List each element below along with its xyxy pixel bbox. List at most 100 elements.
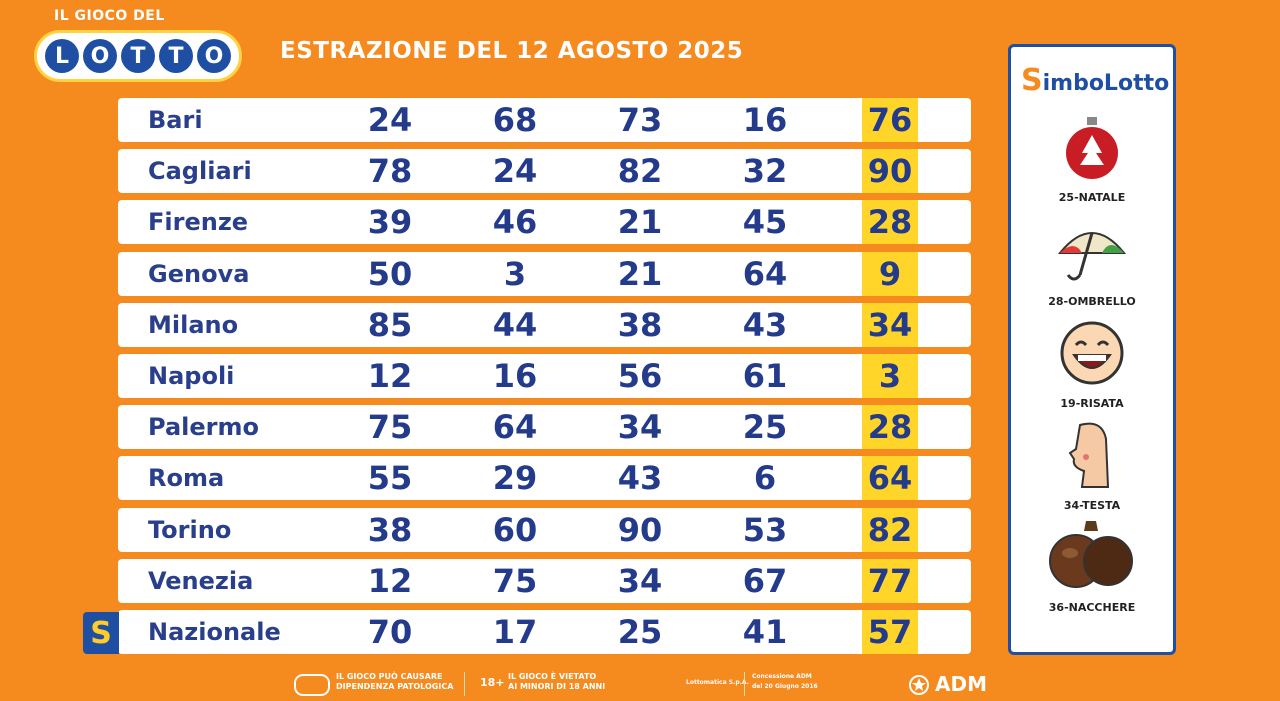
simbolotto-title-rest: imboLotto [1042,71,1170,96]
page-title: ESTRAZIONE DEL 12 AGOSTO 2025 [280,38,744,64]
drawn-number: 75 [492,561,538,600]
drawn-number: 25 [617,612,663,651]
drawn-number: 41 [742,612,788,651]
drawn-number: 34 [617,561,663,600]
drawn-number: 38 [617,305,663,344]
drawn-number: 17 [492,612,538,651]
italian-emblem-icon [909,675,929,695]
drawn-number: 64 [742,254,788,293]
laughing-face-icon [1060,321,1124,385]
table-row: Bari 24 68 73 16 76 [118,98,971,142]
city-name: Nazionale [148,617,281,646]
city-name: Roma [148,464,225,493]
head-icon [1068,422,1110,488]
operator-name: Lottomatica S.p.A. [686,679,749,686]
drawn-number: 90 [617,510,663,549]
symbol-label: 25-NATALE [1058,191,1126,204]
christmas-ornament-icon [1066,117,1118,179]
responsible-gaming-logo-icon [294,674,330,696]
drawn-number: 32 [742,152,788,191]
simbolotto-title: SimboLotto [1021,63,1169,98]
drawn-number: 45 [742,203,788,242]
city-name: Palermo [148,413,259,442]
drawn-number: 50 [367,254,413,293]
drawn-number: 53 [742,510,788,549]
drawn-number: 64 [492,408,538,447]
symbol-nacchere: 36-NACCHERE [1011,517,1173,614]
symbol-label: 19-RISATA [1060,397,1124,410]
drawn-number: 21 [617,203,663,242]
drawn-number: 34 [617,408,663,447]
lotto-logo: IL GIOCO DEL L O T T O [34,8,244,84]
drawn-number: 25 [742,408,788,447]
drawn-number: 6 [753,459,777,498]
highlight-number: 90 [862,149,918,194]
umbrella-icon [1057,232,1127,281]
footer-divider [744,672,745,696]
drawn-number: 75 [367,408,413,447]
city-name: Bari [148,106,203,134]
logo-letter: L [45,39,79,73]
adm-logo: ADM [935,672,987,696]
table-row: Firenze 39 46 21 45 28 [118,200,971,245]
drawn-number: 43 [617,459,663,498]
drawn-number: 43 [742,305,788,344]
simbolotto-title-initial: S [1021,63,1043,98]
highlight-number: 28 [862,200,918,245]
table-row: Cagliari 78 24 82 32 90 [118,149,971,194]
highlight-number: 28 [862,405,918,450]
drawn-number: 39 [367,203,413,242]
city-name: Torino [148,515,232,544]
logo-letter: T [159,39,193,73]
drawn-number: 67 [742,561,788,600]
drawn-number: 12 [367,356,413,395]
drawn-number: 24 [367,101,413,139]
drawn-number: 78 [367,152,413,191]
drawn-number: 46 [492,203,538,242]
table-row: Venezia 12 75 34 67 77 [118,558,971,603]
addiction-warning: IL GIOCO PUÒ CAUSARE DIPENDENZA PATOLOGI… [336,672,454,691]
drawn-number: 44 [492,305,538,344]
footer-divider [464,672,465,696]
drawn-number: 38 [367,510,413,549]
logo-letter: O [83,39,117,73]
highlight-number: 77 [862,558,918,603]
city-name: Cagliari [148,157,252,186]
symbol-natale: 25-NATALE [1011,115,1173,204]
symbol-testa: 34-TESTA [1011,419,1173,512]
symbol-label: 28-OMBRELLO [1048,295,1136,308]
table-row: Roma 55 29 43 6 64 [118,456,971,501]
drawn-number: 21 [617,254,663,293]
simbolotto-panel: SimboLotto 25-NATALE 28-OMBRELLO 19-RISA… [1008,44,1176,655]
highlight-number: 82 [862,507,918,552]
logo-pill: L O T T O [34,30,242,82]
drawn-number: 68 [492,101,538,139]
logo-letter: O [197,39,231,73]
drawn-number: 85 [367,305,413,344]
highlight-number: 34 [862,302,918,347]
city-name: Napoli [148,361,235,390]
symbol-label: 34-TESTA [1063,499,1121,512]
age-badge: 18+ [480,676,505,689]
drawn-number: 16 [742,101,788,139]
drawn-number: 56 [617,356,663,395]
drawn-number: 12 [367,561,413,600]
city-name: Milano [148,310,239,339]
drawn-number: 70 [367,612,413,651]
highlight-number: 3 [862,353,918,398]
table-row: Napoli 12 16 56 61 3 [118,353,971,398]
table-row-nazionale: Nazionale 70 17 25 41 57 [118,609,971,654]
drawn-number: 3 [503,254,527,293]
drawn-number: 61 [742,356,788,395]
age-warning: IL GIOCO È VIETATO AI MINORI DI 18 ANNI [508,672,606,691]
drawn-number: 29 [492,459,538,498]
table-row: Milano 85 44 38 43 34 [118,302,971,347]
city-name: Genova [148,259,250,288]
drawn-number: 55 [367,459,413,498]
drawn-number: 24 [492,152,538,191]
table-row: Palermo 75 64 34 25 28 [118,405,971,450]
symbol-label: 36-NACCHERE [1048,601,1136,614]
drawn-number: 82 [617,152,663,191]
symbol-risata: 19-RISATA [1011,319,1173,410]
nazionale-s-icon: S [83,612,119,654]
